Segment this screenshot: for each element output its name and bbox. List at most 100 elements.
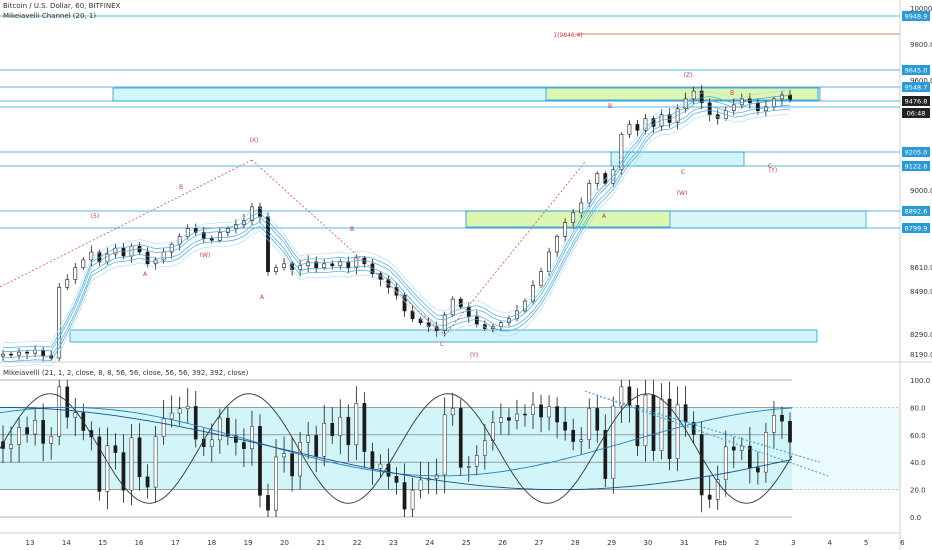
candle-body	[523, 300, 527, 312]
osc-candle-body	[555, 406, 559, 423]
osc-candle-body	[169, 412, 174, 420]
price-badge	[902, 206, 930, 216]
osc-candle-body	[772, 414, 776, 433]
x-tick-label: 4	[827, 539, 832, 547]
candles-group	[1, 85, 792, 362]
price-badge-label: 06:48	[907, 110, 926, 118]
osc-candle-body	[113, 445, 118, 453]
candle-body	[739, 98, 744, 106]
wave-line-2	[251, 159, 446, 336]
osc-candle-body	[683, 404, 688, 423]
candle-body	[627, 124, 632, 135]
osc-candle-body	[362, 403, 367, 452]
y-tick-label: 10000.0	[910, 5, 932, 13]
candle-body	[145, 251, 150, 265]
candle-body	[587, 183, 592, 204]
candle-body	[306, 261, 311, 267]
price-badge	[902, 65, 930, 75]
osc-candle-body	[402, 482, 407, 510]
osc-candle-body	[250, 426, 254, 449]
wave-label: (W)	[677, 190, 688, 197]
osc-candle-body	[290, 453, 294, 477]
osc-candle-body	[571, 429, 576, 442]
candle-body	[129, 245, 134, 257]
osc-candle-body	[137, 437, 142, 478]
candle-body	[458, 298, 463, 308]
wave-label: C	[440, 341, 444, 348]
candle-body	[772, 98, 776, 108]
x-tick-label: 31	[680, 539, 689, 547]
osc-candle-body	[627, 386, 632, 406]
x-tick-label: 29	[607, 539, 616, 547]
osc-candle-body	[217, 417, 222, 441]
osc-candle-body	[258, 426, 262, 496]
osc-candle-body	[242, 442, 246, 449]
osc-candle-body	[466, 466, 471, 468]
x-tick-label: 19	[244, 539, 253, 547]
osc-candle-body	[338, 416, 343, 436]
x-tick-label: 13	[26, 539, 35, 547]
price-badge-label: 9948.9	[905, 13, 928, 21]
channel-line-0	[2, 113, 791, 367]
candle-body	[579, 202, 584, 214]
osc-candle-body	[635, 405, 640, 447]
candle-body	[81, 259, 86, 269]
channel-line-3	[2, 98, 791, 353]
x-tick-label: 23	[389, 539, 398, 547]
osc-candle-body	[747, 445, 752, 469]
candle-body	[442, 314, 447, 331]
wave-label: B	[730, 90, 734, 97]
x-tick-label: 5	[864, 539, 868, 547]
candle-body	[603, 173, 608, 184]
y-tick-label: 8190.0	[910, 351, 932, 359]
osc-candle-body	[73, 412, 78, 418]
wave-label: A	[143, 271, 148, 278]
candle-body	[89, 251, 94, 261]
wave-line-1	[0, 159, 253, 288]
osc-candle-body	[418, 479, 423, 491]
wave-label: B	[608, 103, 612, 110]
osc-candle-body	[370, 451, 375, 469]
oscillator-label[interactable]: Mikeiavelli (21, 1, 2, close, 8, 8, 56, …	[3, 369, 249, 377]
wave-label: A	[602, 213, 607, 220]
symbol-title: Bitcoin / U.S. Dollar, 60, BITFINEX	[3, 2, 121, 10]
osc-candle-body	[780, 414, 784, 422]
osc-candle-body	[619, 386, 624, 407]
zone-mid-cyan	[610, 151, 745, 167]
x-tick-label: 27	[534, 539, 543, 547]
osc-candle-body	[330, 423, 335, 436]
osc-tick-label: 60.0	[910, 432, 926, 440]
osc-candle-body	[603, 430, 608, 479]
candle-body	[217, 232, 222, 241]
price-badge-label: 9645.0	[905, 67, 928, 75]
x-tick-label: 16	[135, 539, 144, 547]
channel-indicator-label[interactable]: Mikeiavelli Channel (20, 1)	[3, 12, 97, 20]
osc-candle-body	[410, 489, 415, 510]
candle-body	[137, 245, 142, 253]
osc-candle-body	[643, 394, 648, 447]
candle-body	[699, 90, 704, 104]
candle-body	[161, 251, 166, 261]
y-tick-label: 8490.0	[910, 288, 932, 296]
osc-candle-body	[378, 463, 383, 469]
osc-candle-body	[266, 495, 270, 511]
candle-body	[683, 98, 688, 110]
candle-body	[201, 232, 206, 239]
osc-candle-body	[474, 455, 479, 467]
candle-body	[57, 287, 62, 359]
wave-label: (Z)	[684, 72, 693, 79]
x-tick-label: 28	[571, 539, 580, 547]
candle-body	[41, 349, 46, 356]
osc-tick-label: 80.0	[910, 404, 926, 412]
osc-candle-body	[587, 408, 592, 440]
osc-candle-body	[715, 479, 720, 500]
osc-candles-group	[1, 380, 792, 517]
osc-candle-body	[25, 427, 29, 435]
candle-body	[643, 118, 648, 131]
osc-tick-label: 0.0	[910, 514, 921, 522]
candle-body	[571, 212, 576, 223]
price-badge-label: 9122.8	[905, 163, 928, 171]
candle-body	[338, 261, 343, 267]
